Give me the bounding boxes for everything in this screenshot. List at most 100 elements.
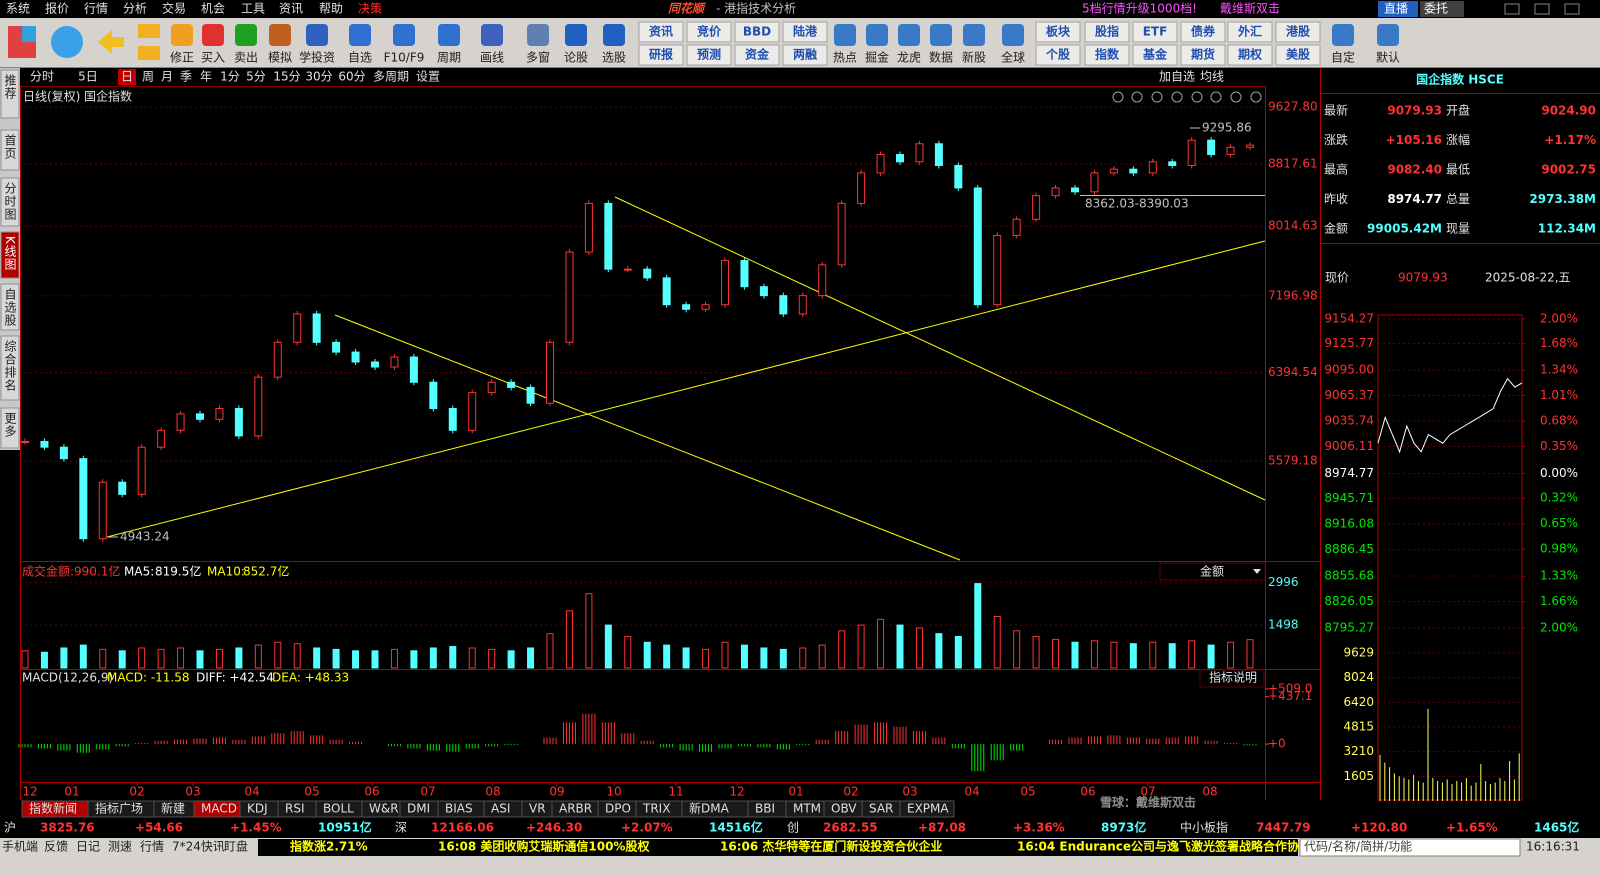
toolbar-icon[interactable]: [235, 24, 257, 46]
period-right[interactable]: 均线: [1200, 70, 1224, 84]
toolbar-icon[interactable]: [481, 24, 503, 46]
chart-tool-icon[interactable]: [1131, 91, 1143, 103]
status-link[interactable]: 手机端: [2, 840, 38, 854]
toolbar-label[interactable]: 默认: [1376, 50, 1400, 65]
indicator-tab-label[interactable]: DMI: [407, 802, 430, 816]
toolbar-icon[interactable]: [138, 24, 160, 38]
toolbar-icon[interactable]: [565, 24, 587, 46]
help-label[interactable]: 指标说明: [1209, 670, 1257, 685]
indicator-tab-label[interactable]: 新DMA: [689, 801, 730, 816]
side-tab-label[interactable]: K线图: [3, 236, 17, 271]
toolbar-label[interactable]: 龙虎: [897, 51, 921, 65]
toolbar-icon[interactable]: [306, 24, 328, 46]
toolbar-button-label[interactable]: 竞价: [697, 24, 722, 39]
toolbar-icon[interactable]: [349, 24, 371, 46]
toolbar-button-label[interactable]: 美股: [1286, 47, 1311, 62]
toolbar-icon[interactable]: [963, 24, 985, 46]
toolbar-button[interactable]: [1227, 44, 1273, 66]
indicator-tab-label[interactable]: OBV: [831, 802, 857, 816]
status-link[interactable]: 7*24快讯: [172, 840, 225, 854]
period-tab[interactable]: 分时: [30, 70, 54, 84]
indicator-tab-label[interactable]: BBI: [755, 802, 775, 816]
indicator-tab-label[interactable]: DPO: [605, 802, 631, 816]
side-tab[interactable]: [0, 177, 20, 227]
menu-item[interactable]: 行情: [84, 2, 108, 16]
toolbar-button-label[interactable]: 陆港: [793, 24, 818, 39]
toolbar-icon[interactable]: [438, 24, 460, 46]
toolbar-button-label[interactable]: 股指: [1095, 24, 1119, 39]
indicator-tab-label[interactable]: W&R: [369, 802, 399, 816]
toolbar-button-label[interactable]: 债券: [1191, 24, 1216, 39]
toolbar-button[interactable]: [638, 21, 684, 43]
chart-tool-icon[interactable]: [1191, 91, 1203, 103]
toolbar-label[interactable]: 多窗: [526, 51, 550, 65]
side-tab[interactable]: [0, 335, 20, 401]
indicator-tab-label[interactable]: 指数新闻: [29, 801, 77, 816]
toolbar-button[interactable]: [686, 21, 732, 43]
menu-item[interactable]: 资讯: [279, 2, 303, 16]
period-tab[interactable]: 多周期: [373, 70, 409, 84]
toolbar-icon[interactable]: [866, 24, 888, 46]
period-tab[interactable]: 60分: [338, 70, 365, 84]
toolbar-button[interactable]: [1132, 44, 1178, 66]
promo-link[interactable]: 戴维斯双击: [1220, 1, 1280, 16]
indicator-tab-label[interactable]: EXPMA: [907, 802, 949, 816]
toolbar-button-label[interactable]: 基金: [1142, 47, 1168, 62]
toolbar-icon[interactable]: [527, 24, 549, 46]
side-tab[interactable]: [0, 283, 20, 331]
period-tab[interactable]: 15分: [273, 70, 300, 84]
indicator-tab-label[interactable]: KDJ: [247, 802, 268, 816]
toolbar-button[interactable]: [1180, 21, 1226, 43]
toolbar-button[interactable]: [638, 44, 684, 66]
toolbar-button-label[interactable]: 期权: [1238, 47, 1263, 62]
toolbar-button-label[interactable]: 个股: [1045, 47, 1071, 62]
toolbar-icon[interactable]: [1332, 24, 1354, 46]
window-control[interactable]: [1564, 3, 1580, 15]
search-box[interactable]: [1299, 838, 1521, 857]
indicator-tab-label[interactable]: MACD: [201, 802, 237, 816]
toolbar-icon[interactable]: [834, 24, 856, 46]
live-button[interactable]: [1378, 1, 1418, 17]
toolbar-button[interactable]: [1275, 44, 1321, 66]
toolbar-button-label[interactable]: 港股: [1286, 24, 1311, 39]
toolbar-label[interactable]: 全球: [1001, 50, 1025, 65]
news-item[interactable]: 16:04 Endurance公司与逸飞激光签署战略合作协: [1017, 839, 1299, 854]
order-label[interactable]: 委托: [1424, 2, 1448, 16]
menu-item[interactable]: 报价: [45, 1, 69, 16]
toolbar-label[interactable]: 模拟: [268, 51, 292, 65]
side-tab-label[interactable]: 自选股: [3, 288, 17, 327]
indicator-tab-label[interactable]: TRIX: [642, 802, 670, 816]
toolbar-button-label[interactable]: 预测: [697, 47, 721, 62]
toolbar-button-label[interactable]: 研报: [649, 47, 673, 62]
menu-item[interactable]: 交易: [162, 1, 186, 16]
side-tab-label[interactable]: 推荐: [3, 74, 17, 100]
chart-tool-icon[interactable]: [1171, 91, 1183, 103]
indicator-tab-label[interactable]: BIAS: [445, 802, 473, 816]
toolbar-icon[interactable]: [930, 24, 952, 46]
toolbar-label[interactable]: 热点: [833, 51, 857, 65]
indicator-tab-label[interactable]: 新建: [161, 801, 185, 816]
period-tab[interactable]: 日: [121, 70, 133, 84]
toolbar-icon[interactable]: [269, 24, 291, 46]
side-tab[interactable]: [0, 129, 20, 171]
status-link[interactable]: 反馈: [44, 840, 68, 854]
period-tab[interactable]: 30分: [305, 70, 332, 84]
toolbar-icon[interactable]: [202, 24, 224, 46]
period-right[interactable]: 加自选: [1159, 70, 1195, 84]
side-tab-label[interactable]: 综合排名: [3, 340, 17, 392]
toolbar-button-label[interactable]: 资金: [745, 47, 770, 62]
toolbar-label[interactable]: 选股: [602, 51, 626, 65]
toolbar-button[interactable]: [782, 44, 828, 66]
period-tab[interactable]: 5日: [78, 70, 98, 84]
toolbar-button-label[interactable]: ETF: [1143, 25, 1168, 39]
toolbar-label[interactable]: 周期: [437, 51, 461, 65]
news-item[interactable]: 指数涨2.71%: [290, 839, 368, 854]
toolbar-label[interactable]: 画线: [480, 51, 504, 65]
news-item[interactable]: 16:06 杰华特等在厦门新设投资合伙企业: [720, 839, 942, 854]
selector[interactable]: [1159, 562, 1266, 581]
toolbar-icon[interactable]: [393, 24, 415, 46]
toolbar-button[interactable]: [1132, 21, 1178, 43]
toolbar-label[interactable]: 买入: [201, 51, 225, 65]
side-tab-label[interactable]: 更多: [3, 412, 17, 438]
toolbar-button[interactable]: [686, 44, 732, 66]
